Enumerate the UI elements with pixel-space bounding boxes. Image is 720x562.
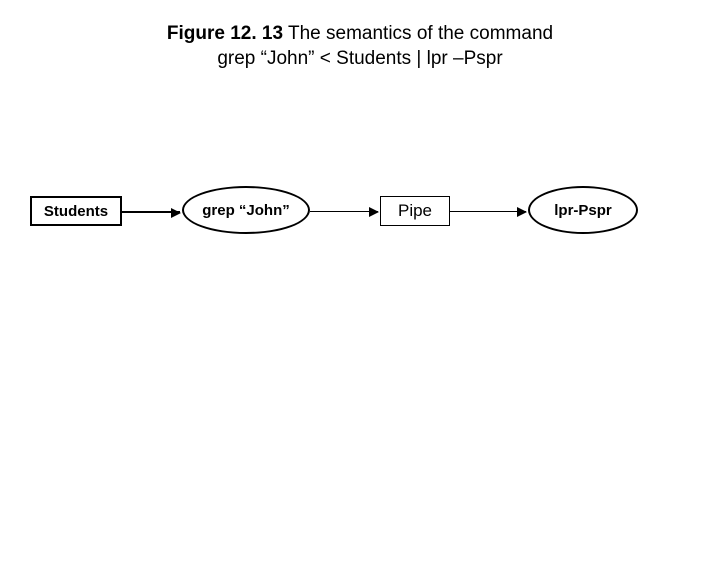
- arrow-pipe-to-lpr: [450, 211, 526, 212]
- node-grep-label: grep “John”: [202, 202, 290, 219]
- node-lpr: lpr-Pspr: [528, 186, 638, 234]
- node-lpr-label: lpr-Pspr: [554, 202, 612, 219]
- node-pipe: Pipe: [380, 196, 450, 226]
- flow-diagram: Students grep “John” Pipe lpr-Pspr: [0, 180, 720, 260]
- arrow-students-to-grep: [122, 211, 180, 213]
- figure-caption: Figure 12. 13 The semantics of the comma…: [0, 22, 720, 71]
- arrow-grep-to-pipe: [310, 211, 378, 212]
- node-students-label: Students: [44, 203, 108, 220]
- figure-number: Figure 12. 13: [167, 23, 283, 44]
- figure-subtitle: grep “John” < Students | lpr –Pspr: [217, 48, 502, 69]
- node-students: Students: [30, 196, 122, 226]
- node-pipe-label: Pipe: [398, 201, 432, 221]
- node-grep: grep “John”: [182, 186, 310, 234]
- figure-title: The semantics of the command: [283, 23, 553, 44]
